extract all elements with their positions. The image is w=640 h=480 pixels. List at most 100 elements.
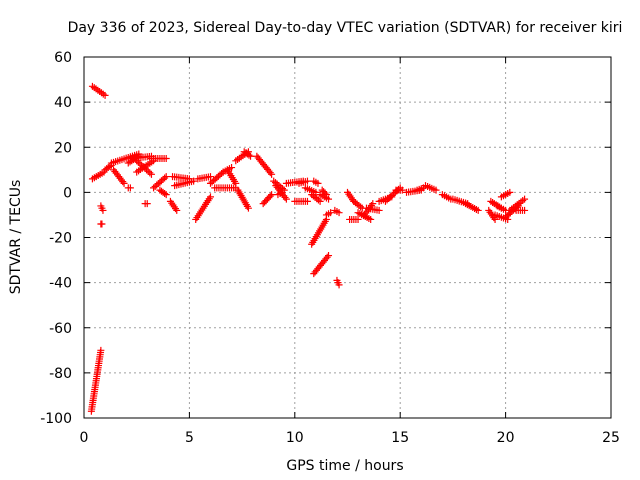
y-tick-label: 40: [54, 95, 72, 111]
data-point: [303, 197, 311, 205]
data-segment: [308, 215, 330, 248]
y-tick-label: 60: [54, 50, 72, 66]
data-point: [357, 203, 365, 211]
data-point: [162, 155, 170, 163]
data-point: [97, 346, 105, 354]
data-point: [321, 189, 329, 197]
data-segment: [301, 184, 320, 196]
data-segment: [223, 166, 240, 187]
data-point: [136, 160, 144, 168]
y-tick-label: 20: [54, 140, 72, 156]
data-segment: [331, 206, 343, 217]
data-point: [316, 197, 324, 205]
data-point: [232, 179, 240, 187]
data-segment: [506, 195, 529, 214]
x-tick-label: 25: [602, 430, 620, 446]
grid-lines: [84, 57, 611, 418]
data-point: [354, 215, 362, 223]
y-tick-label: -80: [49, 366, 72, 382]
data-point: [385, 194, 393, 202]
data-point: [161, 190, 169, 198]
data-series: [87, 82, 529, 415]
data-point: [393, 187, 401, 195]
data-point: [398, 186, 406, 194]
y-tick-label: -20: [49, 231, 72, 247]
data-segment: [462, 200, 482, 214]
data-point: [375, 206, 383, 214]
data-point: [244, 204, 252, 212]
y-tick-label: -40: [49, 276, 72, 292]
data-segment: [512, 206, 529, 214]
y-tick-label: 0: [63, 185, 72, 201]
data-point: [141, 164, 149, 172]
data-point: [190, 177, 198, 185]
y-tick-label: -100: [40, 411, 72, 427]
x-tick-label: 0: [80, 430, 89, 446]
data-segment: [421, 182, 440, 194]
data-point: [161, 174, 169, 182]
data-segment: [291, 197, 311, 205]
data-segment: [147, 155, 170, 163]
x-tick-label: 5: [185, 430, 194, 446]
data-segment: [274, 188, 286, 199]
data-point: [266, 192, 274, 200]
data-point: [268, 170, 276, 178]
data-point: [335, 281, 343, 289]
data-point: [335, 209, 343, 217]
data-point: [126, 184, 134, 192]
plot-frame: [83, 56, 612, 419]
data-point: [101, 91, 109, 99]
data-segment: [322, 209, 335, 219]
data-point: [134, 158, 142, 166]
data-point: [143, 166, 151, 174]
chart-title: Day 336 of 2023, Sidereal Day-to-day VTE…: [68, 20, 623, 36]
data-point: [106, 162, 114, 170]
data-point: [506, 188, 514, 196]
data-segment: [150, 173, 170, 192]
data-point: [388, 191, 396, 199]
data-segment: [346, 215, 362, 223]
data-segment: [171, 177, 198, 190]
data-point: [282, 195, 290, 203]
data-segment: [124, 184, 134, 192]
data-segment: [308, 191, 324, 205]
data-point: [146, 169, 154, 177]
data-segment: [493, 202, 510, 214]
data-point: [162, 191, 170, 199]
data-point: [521, 195, 529, 203]
data-point: [325, 195, 333, 203]
y-axis-label: SDTVAR / TECUs: [8, 180, 24, 295]
data-point: [120, 179, 128, 187]
data-point: [144, 167, 152, 175]
data-point: [119, 178, 127, 186]
data-point: [218, 169, 226, 177]
y-tick-label: -60: [49, 321, 72, 337]
data-segment: [310, 177, 322, 187]
x-tick-label: 15: [391, 430, 409, 446]
data-segment: [253, 152, 276, 178]
data-segment: [97, 202, 107, 214]
data-segment: [88, 82, 109, 99]
data-point: [247, 152, 255, 160]
data-segment: [211, 184, 240, 192]
data-point: [323, 253, 331, 261]
data-point: [266, 169, 274, 177]
data-segment: [110, 166, 128, 187]
data-point: [268, 191, 276, 199]
data-point: [173, 206, 181, 214]
data-point: [138, 161, 146, 169]
data-point: [314, 196, 322, 204]
data-segment: [333, 276, 343, 289]
data-point: [381, 197, 389, 205]
data-segment: [166, 197, 181, 214]
data-point: [143, 200, 151, 208]
data-point: [322, 191, 330, 199]
data-point: [147, 170, 155, 178]
data-segment: [497, 188, 514, 201]
data-point: [278, 188, 286, 196]
data-segment: [362, 204, 383, 214]
data-segment: [438, 191, 455, 203]
data-segment: [350, 197, 366, 212]
